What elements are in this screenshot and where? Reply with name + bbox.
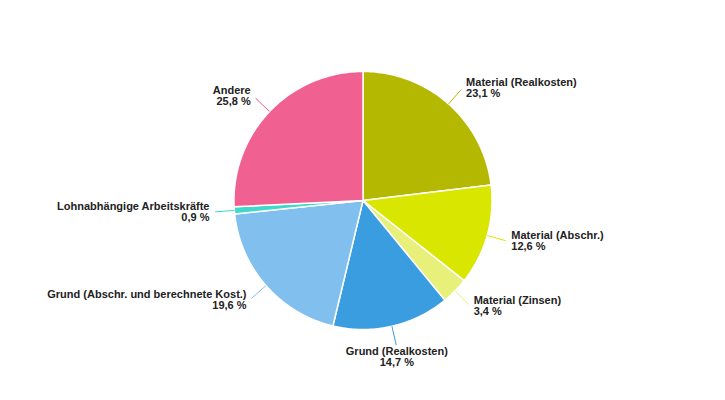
svg-text:Material (Abschr.)12,6 %: Material (Abschr.)12,6 % <box>511 229 604 252</box>
svg-text:Material (Zinsen)3,4 %: Material (Zinsen)3,4 % <box>474 294 562 317</box>
svg-text:Lohnabhängige Arbeitskräfte0,9: Lohnabhängige Arbeitskräfte0,9 % <box>57 200 210 223</box>
svg-text:Grund (Abschr. und berechnete: Grund (Abschr. und berechnete Kost.)19,6… <box>47 288 247 311</box>
svg-text:Andere25,8 %: Andere25,8 % <box>213 84 251 107</box>
svg-text:Grund (Realkosten)14,7 %: Grund (Realkosten)14,7 % <box>346 345 448 368</box>
svg-text:Material (Realkosten)23,1 %: Material (Realkosten)23,1 % <box>466 76 577 99</box>
